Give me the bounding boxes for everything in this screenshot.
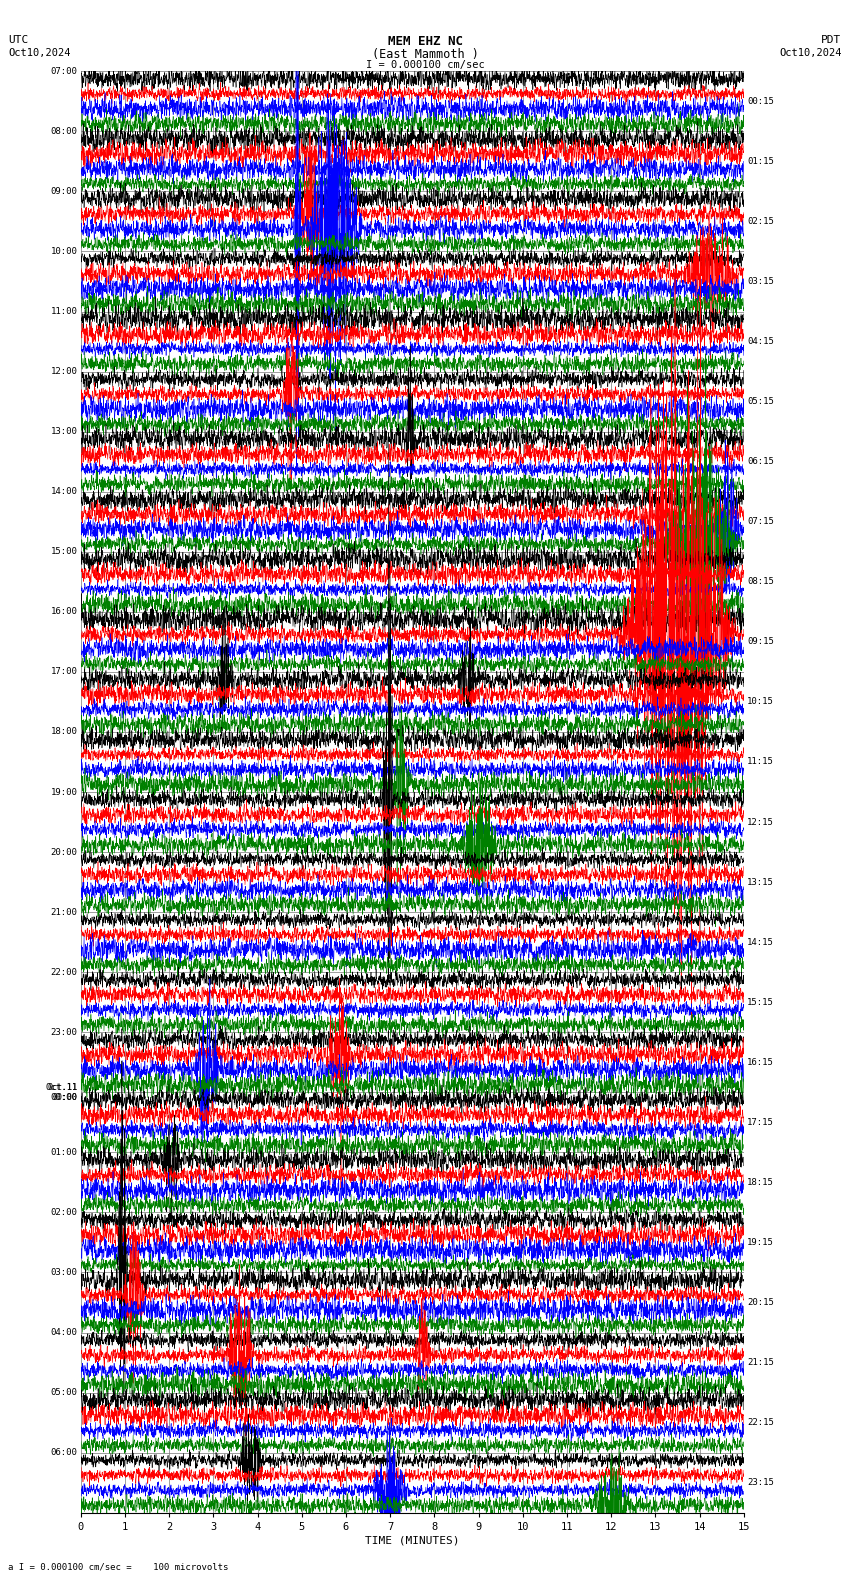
Text: 01:15: 01:15 [747,157,774,166]
Text: MEM EHZ NC: MEM EHZ NC [388,35,462,48]
Text: 16:00: 16:00 [50,607,77,616]
Text: 23:15: 23:15 [747,1478,774,1487]
Text: Oct.11
00:00: Oct.11 00:00 [45,1082,77,1102]
Text: UTC: UTC [8,35,29,44]
Text: 16:15: 16:15 [747,1058,774,1066]
Text: 14:15: 14:15 [747,938,774,947]
Text: PDT: PDT [821,35,842,44]
Text: 06:15: 06:15 [747,458,774,466]
Text: 04:00: 04:00 [50,1327,77,1337]
Text: 21:00: 21:00 [50,908,77,917]
Text: 17:15: 17:15 [747,1118,774,1126]
Text: 04:15: 04:15 [747,337,774,345]
Text: 23:00: 23:00 [50,1028,77,1038]
Text: I = 0.000100 cm/sec: I = 0.000100 cm/sec [366,60,484,70]
Text: Oct10,2024: Oct10,2024 [779,48,842,57]
Text: 07:00: 07:00 [50,67,77,76]
Text: 05:15: 05:15 [747,398,774,406]
Text: 06:00: 06:00 [50,1448,77,1457]
Text: 03:15: 03:15 [747,277,774,287]
Text: 05:00: 05:00 [50,1388,77,1397]
Text: 09:15: 09:15 [747,637,774,646]
Text: 15:15: 15:15 [747,998,774,1007]
Text: 08:15: 08:15 [747,577,774,586]
Text: 21:15: 21:15 [747,1357,774,1367]
Text: 07:15: 07:15 [747,518,774,526]
Text: 02:15: 02:15 [747,217,774,227]
Text: 15:00: 15:00 [50,546,77,556]
Text: 10:00: 10:00 [50,247,77,257]
Text: 00:15: 00:15 [747,97,774,106]
Text: 01:00: 01:00 [50,1148,77,1156]
Text: 18:00: 18:00 [50,727,77,737]
Text: 22:15: 22:15 [747,1418,774,1427]
Text: 10:15: 10:15 [747,697,774,706]
Text: 03:00: 03:00 [50,1267,77,1277]
Text: 14:00: 14:00 [50,488,77,496]
Text: 12:00: 12:00 [50,367,77,375]
Text: 13:15: 13:15 [747,878,774,887]
Text: 19:15: 19:15 [747,1239,774,1247]
Text: 13:00: 13:00 [50,428,77,436]
Text: 20:15: 20:15 [747,1297,774,1307]
Text: 22:00: 22:00 [50,968,77,977]
Text: 17:00: 17:00 [50,667,77,676]
Text: 18:15: 18:15 [747,1178,774,1186]
Text: 02:00: 02:00 [50,1209,77,1217]
Text: Oct10,2024: Oct10,2024 [8,48,71,57]
Text: 11:15: 11:15 [747,757,774,767]
Text: 20:00: 20:00 [50,847,77,857]
Text: Oct.11
00:00: Oct.11 00:00 [48,1082,77,1102]
Text: 11:00: 11:00 [50,307,77,317]
X-axis label: TIME (MINUTES): TIME (MINUTES) [365,1536,460,1546]
Text: a I = 0.000100 cm/sec =    100 microvolts: a I = 0.000100 cm/sec = 100 microvolts [8,1562,229,1571]
Text: 19:00: 19:00 [50,787,77,797]
Text: (East Mammoth ): (East Mammoth ) [371,48,479,60]
Text: 12:15: 12:15 [747,817,774,827]
Text: 08:00: 08:00 [50,127,77,136]
Text: 09:00: 09:00 [50,187,77,196]
